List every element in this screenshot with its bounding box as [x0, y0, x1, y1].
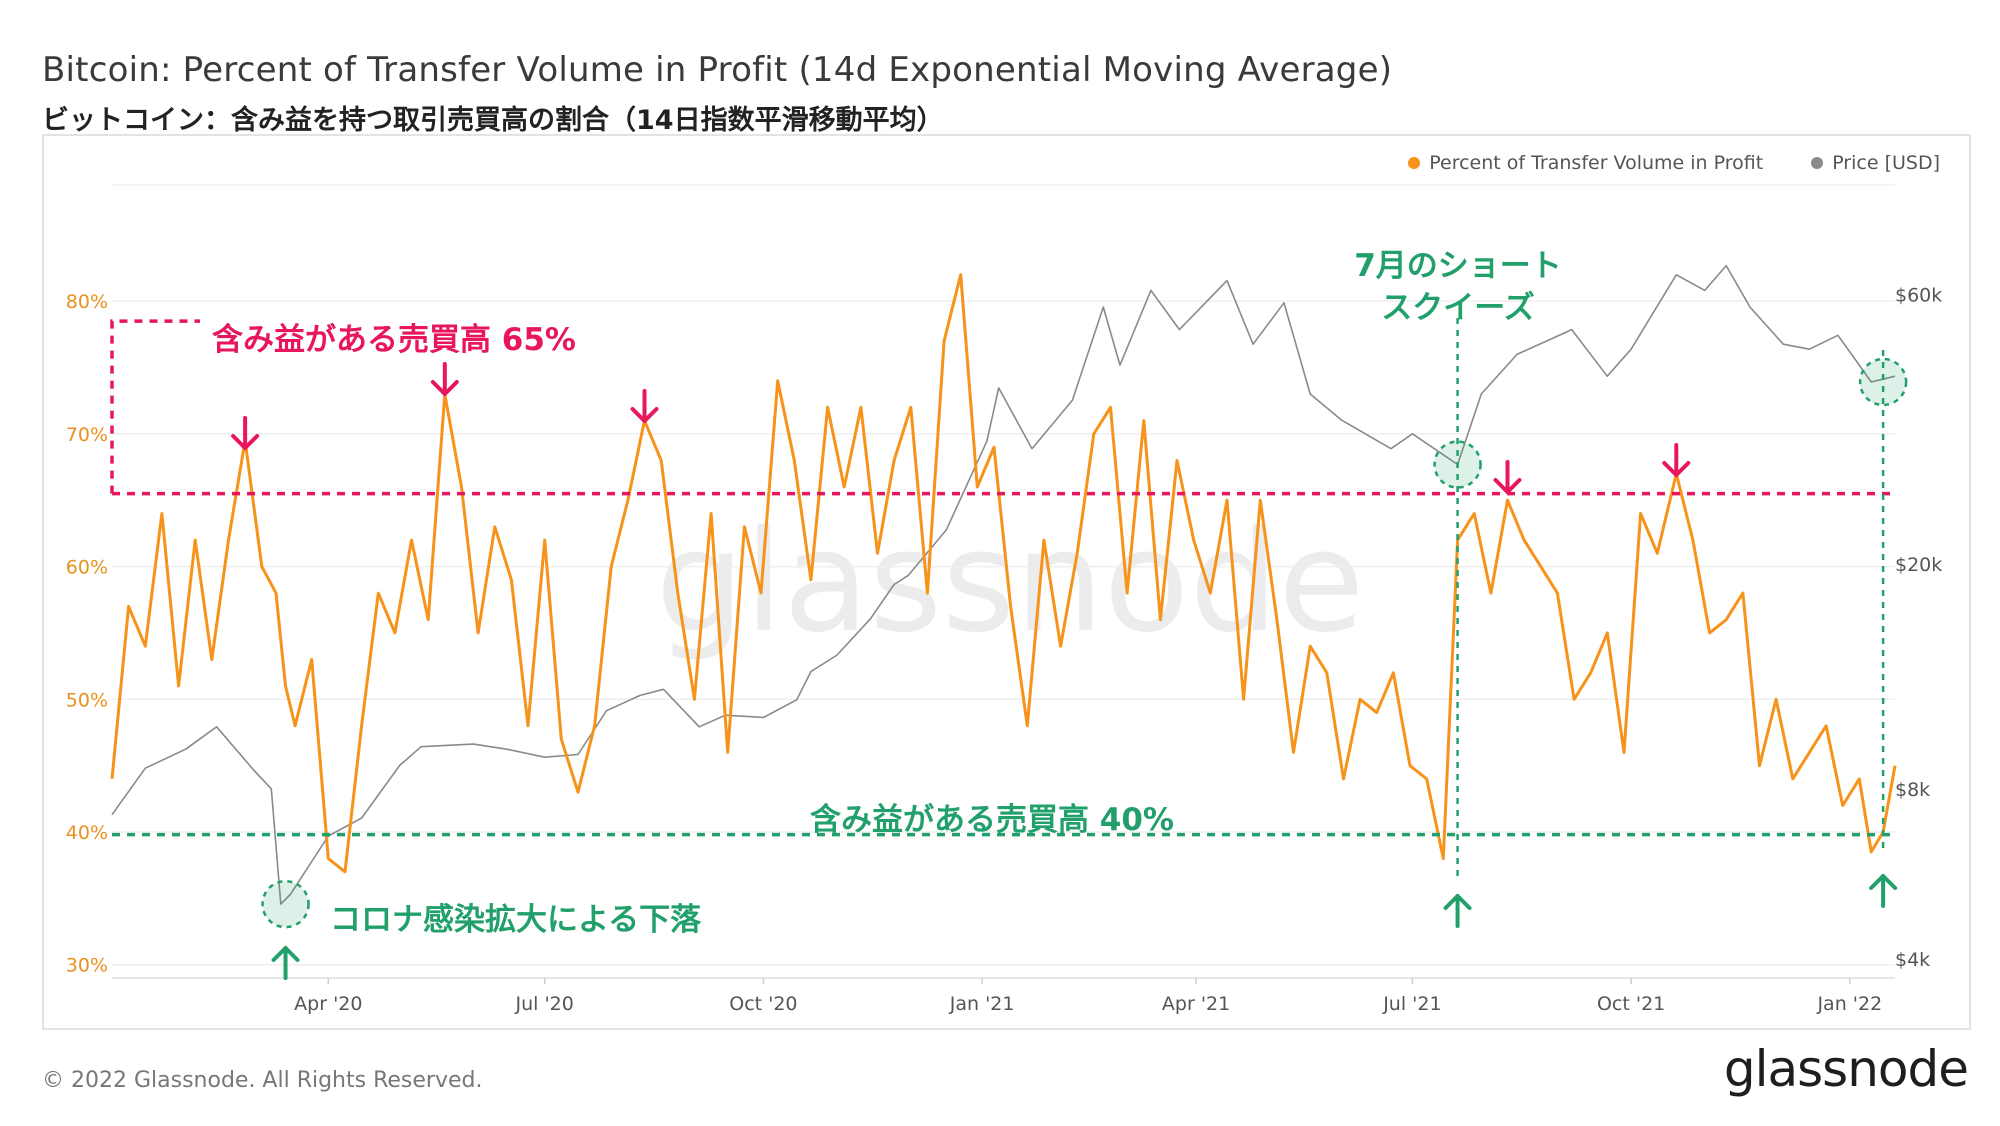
arrow-down-oct21 [1662, 443, 1691, 477]
legend: Percent of Transfer Volume in Profit Pri… [1408, 152, 1940, 174]
arrow-down-may20 [430, 362, 459, 396]
label-short-squeeze-line1: 7月のショート [1354, 248, 1562, 284]
arrow-down-aug20-head [630, 407, 659, 423]
label-65-percent: 含み益がある売買高 65% [212, 322, 576, 358]
arrow-up-covid [271, 946, 300, 980]
x-tick-7: Jan '22 [1816, 993, 1882, 1015]
y-left-tick-60: 60% [66, 557, 108, 579]
chart-subtitle: ビットコイン：含み益を持つ取引売買高の割合（14日指数平滑移動平均） [42, 105, 944, 136]
legend-label-profit: Percent of Transfer Volume in Profit [1429, 152, 1764, 174]
label-covid-drop: コロナ感染拡大による下落 [330, 902, 702, 938]
arrow-down-aug21-head [1493, 478, 1522, 494]
y-left-tick-70: 70% [66, 424, 108, 446]
axes: 30% 40% 50% 60% 70% 80% $4k $8k $20k $60k Apr '20 J… [66, 284, 1943, 1015]
arrow-down-aug20 [630, 389, 659, 423]
price-line [111, 264, 1896, 905]
y-right-tick-3: $60k [1895, 284, 1942, 306]
legend-item-price[interactable]: Price [USD] [1811, 152, 1940, 174]
y-left-tick-50: 50% [66, 689, 108, 711]
x-tick-2: Oct '20 [729, 993, 797, 1015]
legend-item-profit[interactable]: Percent of Transfer Volume in Profit [1408, 152, 1763, 174]
legend-label-price: Price [USD] [1832, 152, 1940, 174]
arrow-up-covid-head [271, 946, 300, 962]
label-40-percent: 含み益がある売買高 40% [810, 802, 1174, 838]
y-left-tick-80: 80% [66, 291, 108, 313]
grid [112, 184, 1895, 966]
chart-panel [42, 134, 1971, 1030]
pink-box-left [110, 319, 200, 494]
arrow-up-jul21-head [1443, 894, 1472, 910]
profit-line [110, 273, 1897, 874]
y-left-tick-40: 40% [66, 822, 108, 844]
x-tick-3: Jan '21 [949, 993, 1015, 1015]
arrow-up-jul21 [1443, 894, 1472, 928]
x-tick-4: Apr '21 [1162, 993, 1230, 1015]
arrow-down-feb20 [231, 416, 260, 450]
x-tick-5: Jul '21 [1382, 993, 1441, 1015]
footer-brand-logo: glassnode [1723, 1040, 1969, 1098]
arrow-down-may20-head [430, 380, 459, 396]
arrow-up-jan22-head [1869, 874, 1898, 890]
x-tick-6: Oct '21 [1597, 993, 1665, 1015]
covid-price-circle [261, 879, 310, 929]
footer-copyright: © 2022 Glassnode. All Rights Reserved. [42, 1068, 483, 1093]
chart-title: Bitcoin: Percent of Transfer Volume in P… [42, 50, 1393, 90]
arrow-down-feb20-head [231, 434, 260, 450]
legend-dot-profit [1408, 157, 1421, 169]
y-left-tick-30: 30% [66, 955, 108, 977]
arrow-down-oct21-head [1662, 461, 1691, 477]
arrow-down-aug21 [1493, 460, 1522, 494]
annotation-layer: 含み益がある売買高 65% 含み益がある売買高 40% コロナ感染拡大による下落… [110, 248, 1908, 980]
watermark: glassnode [656, 501, 1365, 664]
x-tick-1: Jul '20 [514, 993, 573, 1015]
arrow-up-jan22 [1869, 874, 1898, 908]
x-tick-0: Apr '20 [294, 993, 362, 1015]
squeeze-price-circle [1433, 440, 1482, 489]
jan22-price-circle [1858, 357, 1908, 407]
series-layer [110, 264, 1897, 905]
legend-dot-price [1811, 157, 1824, 169]
y-right-tick-1: $8k [1895, 779, 1930, 801]
y-right-tick-0: $4k [1895, 949, 1930, 971]
y-right-tick-2: $20k [1895, 554, 1942, 576]
